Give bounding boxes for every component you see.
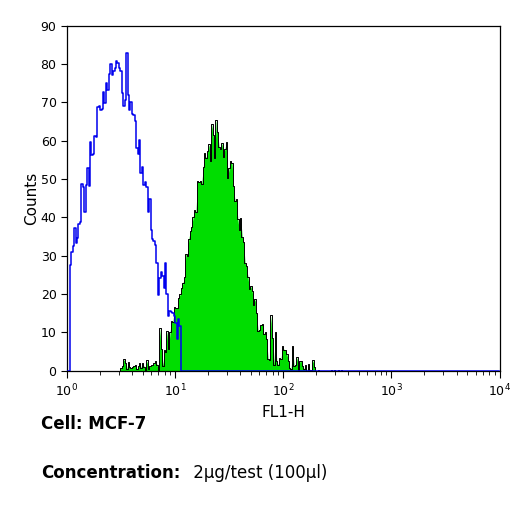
Text: 2μg/test (100μl): 2μg/test (100μl) [188, 464, 328, 482]
Text: Cell: MCF-7: Cell: MCF-7 [41, 415, 147, 433]
Text: Concentration:: Concentration: [41, 464, 181, 482]
Y-axis label: Counts: Counts [24, 171, 39, 225]
X-axis label: FL1-H: FL1-H [261, 405, 305, 420]
